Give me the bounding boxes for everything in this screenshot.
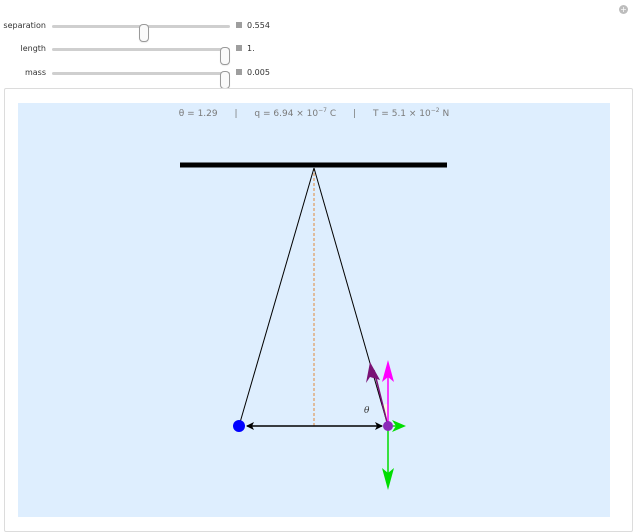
- tension-arrow-head: [366, 362, 380, 383]
- angle-label: θ: [364, 406, 370, 416]
- right-string: [314, 168, 388, 426]
- left-string: [239, 168, 314, 426]
- right-ball[interactable]: [383, 421, 393, 431]
- left-ball[interactable]: [233, 420, 245, 432]
